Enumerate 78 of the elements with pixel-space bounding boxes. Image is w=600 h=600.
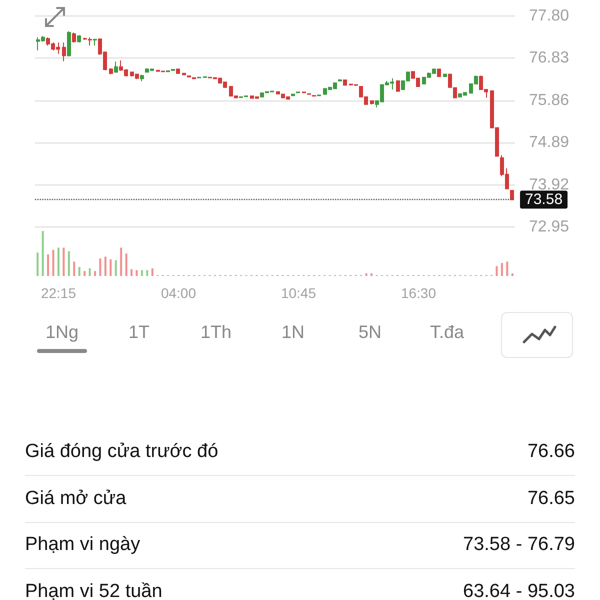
x-tick-label: 10:45: [280, 285, 316, 301]
candlestick: [343, 79, 347, 86]
bar: [57, 248, 60, 276]
bar: [84, 271, 86, 276]
y-tick-label: 76.83: [529, 50, 570, 67]
bar: [130, 269, 133, 276]
y-tick-label: 73.92: [529, 176, 570, 194]
bar: [99, 258, 102, 276]
candlestick: [109, 68, 113, 75]
candlestick: [197, 76, 201, 79]
bar: [146, 270, 148, 276]
bar: [506, 262, 508, 276]
bar: [136, 270, 138, 276]
candlestick: [396, 80, 400, 92]
category-label: 1N: [281, 322, 304, 342]
candlestick: [317, 94, 321, 97]
candlestick: [114, 61, 118, 74]
y-tick-label: 72.95: [529, 218, 570, 236]
candlestick: [72, 32, 76, 44]
candlestick: [302, 91, 306, 94]
bar: [114, 260, 117, 276]
bar: [125, 254, 128, 276]
bar: [151, 268, 154, 276]
text: Giá đóng cửa trước đó: [25, 441, 218, 463]
bar: [94, 271, 96, 276]
text: 76.66: [527, 441, 575, 463]
y-tick-label: 77.80: [529, 8, 570, 24]
text: Phạm vi 52 tuần: [25, 580, 162, 600]
candlestick: [296, 91, 300, 94]
candlestick: [437, 68, 441, 78]
bar: [511, 273, 514, 276]
candlestick: [291, 93, 295, 97]
candlestick: [176, 68, 180, 74]
bar: [140, 270, 143, 276]
text: Giá mở cửa: [25, 488, 126, 510]
candlestick: [93, 38, 97, 46]
candlestick: [307, 92, 311, 96]
text: 76.65: [527, 488, 575, 510]
category-label: T.đa: [430, 322, 464, 342]
x-tick-label: 04:00: [160, 285, 196, 301]
candlestick: [338, 78, 342, 82]
bar: [370, 273, 373, 276]
candlestick: [187, 75, 191, 78]
x-tick-label: 22:15: [40, 285, 76, 301]
text: 63.64 - 95.03: [463, 580, 575, 600]
candlestick: [510, 190, 514, 200]
category-label: 1Th: [200, 322, 232, 342]
candlestick: [182, 72, 186, 76]
bar: [68, 251, 70, 276]
bar: [500, 262, 503, 276]
category-label: 1Ng: [45, 322, 79, 342]
bar: [365, 273, 368, 276]
candlestick: [140, 74, 144, 82]
bar: [47, 254, 50, 276]
bar: [52, 250, 54, 276]
y-tick-label: 75.86: [529, 92, 570, 109]
bar: [104, 256, 106, 276]
category-label: 5N: [358, 322, 382, 342]
y-tick-label: 74.89: [529, 134, 570, 152]
bar: [110, 259, 112, 276]
category-label: 1T: [128, 322, 150, 342]
candlestick: [62, 42, 66, 62]
bar: [73, 262, 76, 276]
candlestick: [370, 100, 374, 105]
candlestick: [203, 76, 207, 78]
candlestick: [67, 30, 71, 57]
text: Phạm vi ngày: [25, 534, 140, 556]
ref-line-label: 73.58: [525, 191, 563, 208]
candlestick: [77, 34, 81, 44]
x-tick-label: 16:30: [400, 285, 436, 301]
text: 73.58 - 76.79: [463, 534, 575, 556]
bar: [36, 252, 39, 276]
bar: [120, 248, 122, 276]
candlestick: [443, 73, 447, 78]
bar: [88, 268, 91, 276]
bar: [496, 266, 498, 276]
bar: [78, 267, 80, 276]
bar: [42, 231, 44, 276]
